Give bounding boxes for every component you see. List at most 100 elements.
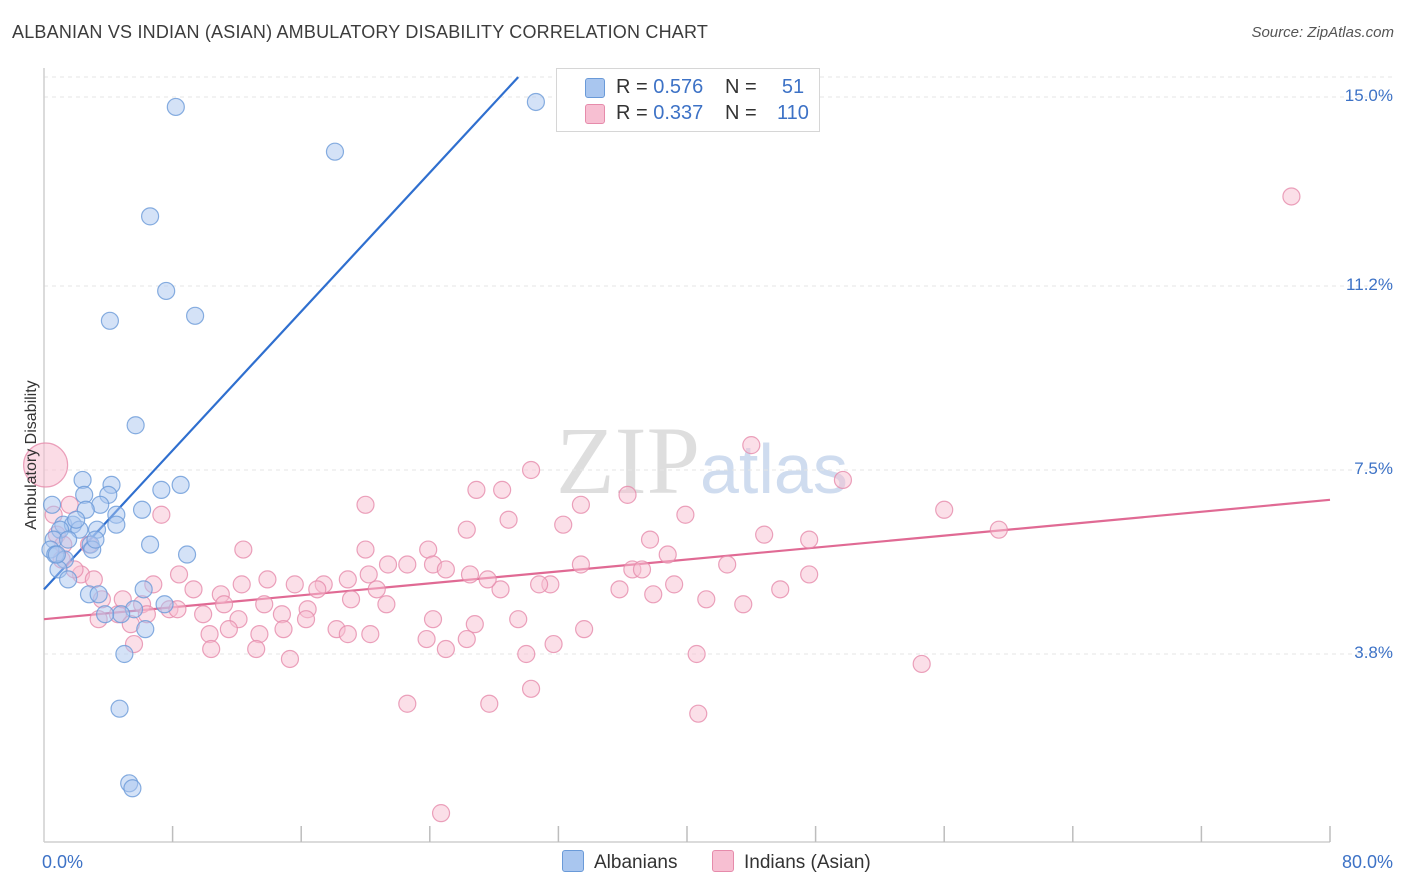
albanian-point <box>157 281 176 301</box>
indian-point <box>1282 187 1301 206</box>
indian-point <box>689 704 708 723</box>
data-points <box>23 92 1301 823</box>
albanian-point <box>86 530 105 549</box>
indian-point <box>618 485 637 504</box>
indian-point <box>687 644 706 664</box>
albanian-point <box>140 207 160 226</box>
albanian-point <box>136 620 155 639</box>
indian-point <box>285 575 304 594</box>
indian-point <box>377 595 396 614</box>
indian-point <box>640 530 660 549</box>
indian-point <box>571 555 591 574</box>
y-tick-label: 11.2% <box>1346 274 1393 294</box>
indian-point <box>734 595 753 614</box>
albanian-point <box>166 97 185 117</box>
indian-point <box>431 804 451 823</box>
albanian-point <box>95 605 115 624</box>
albanian-point <box>59 570 78 589</box>
indian-point <box>356 540 375 559</box>
indian-point <box>250 625 269 644</box>
albanian-point <box>110 699 129 718</box>
indian-point <box>338 570 357 589</box>
indian-point <box>499 510 518 529</box>
albanian-point <box>152 480 171 499</box>
albanian-point <box>126 416 145 435</box>
indian-point <box>493 480 512 499</box>
indian-point <box>521 679 541 698</box>
albanian-point <box>59 530 78 549</box>
legend-n-value: 51 <box>781 76 805 98</box>
indian-point <box>214 595 234 614</box>
indian-point <box>359 565 378 584</box>
indian-point <box>571 495 591 514</box>
indian-point <box>255 595 274 614</box>
indian-point <box>912 654 931 674</box>
albanian-point <box>42 495 62 514</box>
indian-point <box>202 639 221 659</box>
albanian-trend-line <box>43 76 520 591</box>
bottom-legend-albanians: Albanians <box>562 850 677 874</box>
chart-title: ALBANIAN VS INDIAN (ASIAN) AMBULATORY DI… <box>12 22 709 42</box>
legend-swatch-albanians <box>585 78 605 98</box>
indian-point <box>755 525 774 544</box>
indian-point <box>457 629 476 649</box>
indian-point <box>718 555 737 574</box>
indian-point <box>367 580 386 599</box>
source-label: Source: ZipAtlas.com <box>1251 24 1394 41</box>
indian-point <box>480 694 499 713</box>
x-tick-label-min: 0.0% <box>42 852 84 872</box>
albanian-point <box>107 515 126 534</box>
albanian-point <box>112 605 131 624</box>
indian-point <box>800 565 819 584</box>
indian-point <box>833 470 853 490</box>
indian-point <box>658 545 677 564</box>
albanian-point <box>177 545 197 564</box>
indian-point <box>478 570 497 589</box>
indian-point <box>398 555 417 574</box>
indian-point <box>460 565 480 584</box>
indian-point <box>184 580 203 599</box>
albanian-point <box>73 470 92 490</box>
legend-swatch-indians <box>585 104 605 124</box>
indian-point <box>771 580 790 599</box>
albanian-point <box>89 585 108 604</box>
legend-n-label: N = <box>725 76 757 98</box>
indian-point <box>152 505 171 524</box>
albanian-point <box>132 500 152 519</box>
axes <box>43 68 1331 843</box>
bottom-legend-swatch-indians <box>712 850 734 872</box>
indian-point <box>398 694 417 713</box>
watermark-atlas: atlas <box>700 430 848 508</box>
legend-n-value: 110 <box>777 102 809 124</box>
legend-r-value: 0.337 <box>653 102 704 124</box>
indian-point <box>575 620 594 639</box>
indian-point <box>258 570 277 589</box>
indian-point <box>280 649 300 669</box>
albanian-point <box>123 779 142 798</box>
indian-point <box>169 565 189 584</box>
albanian-point <box>134 580 153 599</box>
indian-point <box>338 625 357 644</box>
albanian-point <box>325 142 345 161</box>
albanian-point <box>155 595 174 614</box>
bottom-legend-label-albanians: Albanians <box>594 852 678 873</box>
indian-point <box>378 555 398 574</box>
legend-r-label: R = <box>616 76 654 98</box>
indian-point <box>697 590 716 609</box>
indian-point <box>361 625 380 644</box>
x-tick-label-max: 80.0% <box>1341 852 1393 872</box>
y-tick-label: 15.0% <box>1344 86 1393 105</box>
indian-point <box>23 442 69 488</box>
indian-point <box>491 580 510 599</box>
indian-point <box>234 540 253 559</box>
indian-point <box>356 495 375 514</box>
albanian-point <box>526 92 545 112</box>
indian-point <box>665 575 684 594</box>
indian-point <box>517 644 536 664</box>
indian-point <box>272 605 292 624</box>
indian-point <box>467 480 486 499</box>
indian-point <box>742 436 761 455</box>
albanian-point <box>75 485 94 504</box>
legend-r-label: R = <box>616 102 654 124</box>
indian-point <box>465 615 484 634</box>
